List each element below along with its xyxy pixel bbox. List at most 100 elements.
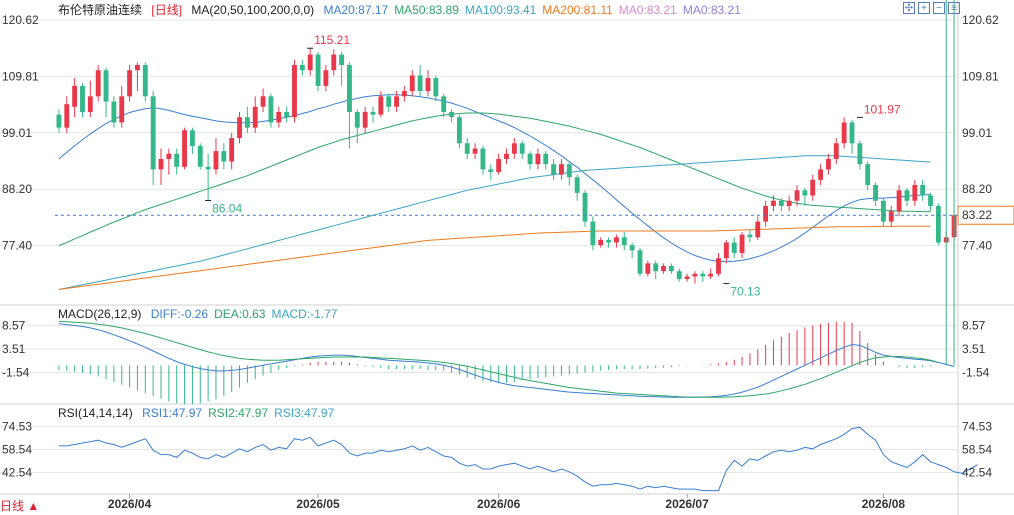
ma-legend-item-1: MA50:83.89 bbox=[394, 3, 459, 17]
rsi-legend-item-2: RSI3:47.97 bbox=[274, 406, 335, 420]
candle-body bbox=[739, 234, 745, 253]
candle-body bbox=[700, 273, 706, 277]
candle-body bbox=[252, 106, 258, 128]
rsi-line bbox=[58, 426, 978, 492]
candle-body bbox=[87, 96, 93, 112]
macd-diff-line bbox=[58, 323, 955, 398]
candle-body bbox=[386, 96, 392, 107]
candle-body bbox=[378, 96, 384, 115]
price-tick-left: 99.01 bbox=[2, 126, 32, 140]
candle-body bbox=[394, 96, 400, 107]
ma-legend-item-0: MA20:87.17 bbox=[323, 3, 389, 17]
candle-body bbox=[912, 185, 918, 201]
rsi-tick-left: 58.54 bbox=[2, 442, 32, 456]
price-tick-right: 109.81 bbox=[962, 69, 999, 83]
candle-body bbox=[873, 185, 878, 201]
candle-body bbox=[771, 200, 776, 206]
ma-legend-item-5: MA0:83.21 bbox=[682, 3, 741, 17]
macd-tick-right: -1.54 bbox=[962, 365, 990, 379]
crosshair-icon[interactable]: ✣ bbox=[903, 2, 915, 14]
candle-body bbox=[292, 64, 297, 118]
candle-body bbox=[794, 190, 800, 201]
period-switch-button[interactable]: 日线 ▲ bbox=[0, 499, 40, 513]
candle-body bbox=[205, 166, 211, 170]
price-tick-right: 99.01 bbox=[962, 126, 992, 140]
period-label[interactable]: [日线] bbox=[151, 3, 183, 17]
candle-body bbox=[504, 153, 509, 159]
candle-body bbox=[150, 96, 156, 170]
candle-body bbox=[331, 54, 337, 71]
candle-body bbox=[323, 70, 329, 86]
candle-body bbox=[488, 169, 494, 173]
candle-body bbox=[441, 96, 447, 112]
candle-body bbox=[928, 195, 933, 206]
macd-tick-right: 8.57 bbox=[962, 319, 986, 333]
candle-body bbox=[645, 263, 651, 274]
candle-body bbox=[661, 265, 666, 272]
candle-body bbox=[857, 143, 863, 165]
ma-legend-item-2: MA100:93.41 bbox=[464, 3, 537, 17]
candle-body bbox=[237, 117, 242, 139]
candle-body bbox=[566, 164, 572, 178]
candle-body bbox=[865, 164, 871, 186]
candle-body bbox=[723, 242, 729, 259]
x-tick-label: 2026/05 bbox=[296, 497, 340, 511]
price-tick-right: 88.20 bbox=[962, 182, 992, 196]
rsi-tick-left: 42.54 bbox=[2, 466, 32, 480]
main-legend: 布伦特原油连续 [日线] MA(20,50,100,200,0,0) MA20:… bbox=[58, 2, 753, 18]
candle-body bbox=[158, 158, 164, 170]
candle-body bbox=[354, 111, 360, 128]
candle-body bbox=[598, 239, 604, 246]
price-tick-right: 77.40 bbox=[962, 239, 992, 253]
candle-body bbox=[347, 64, 352, 112]
candle-body bbox=[637, 250, 643, 274]
candle-body bbox=[896, 190, 902, 212]
candle-body bbox=[755, 221, 761, 238]
zoom-in-icon[interactable]: + bbox=[918, 2, 930, 14]
price-panel: 83.22 115.21 101.97 70.13 86.04 bbox=[55, 33, 1014, 299]
candle-body bbox=[826, 158, 831, 170]
candle-body bbox=[818, 169, 824, 180]
candle-body bbox=[284, 111, 290, 118]
zoom-out-icon[interactable]: − bbox=[933, 2, 945, 14]
candle-body bbox=[935, 205, 941, 243]
candle-body bbox=[519, 143, 525, 154]
instrument-name: 布伦特原油连续 bbox=[58, 3, 143, 17]
candle-body bbox=[80, 85, 85, 112]
candle-body bbox=[802, 190, 808, 196]
candle-body bbox=[810, 179, 816, 196]
rsi-legend: RSI(14,14,14) RSI1:47.97 RSI2:47.97 RSI3:4… bbox=[58, 406, 346, 420]
price-tick-left: 120.62 bbox=[2, 13, 39, 27]
candle-body bbox=[339, 54, 345, 65]
candle-body bbox=[182, 130, 187, 167]
extreme-label: 115.21 bbox=[314, 33, 350, 47]
price-tick-left: 88.20 bbox=[2, 182, 32, 196]
candle-body bbox=[142, 64, 148, 97]
candle-body bbox=[260, 96, 266, 107]
candle-body bbox=[166, 153, 172, 159]
candle-body bbox=[708, 273, 714, 277]
candle-body bbox=[229, 138, 235, 162]
candle-body bbox=[778, 200, 784, 206]
candle-body bbox=[56, 114, 62, 128]
extreme-label: 101.97 bbox=[864, 102, 901, 116]
x-tick-label: 2026/04 bbox=[108, 497, 152, 511]
candle-body bbox=[244, 117, 250, 128]
candle-body bbox=[786, 200, 792, 206]
macd-legend-item-1: DEA:0.63 bbox=[214, 307, 266, 321]
candle-body bbox=[72, 85, 78, 107]
candle-body bbox=[197, 145, 203, 167]
candle-body bbox=[472, 148, 478, 154]
candle-body bbox=[747, 234, 753, 238]
menu-icon[interactable]: ≡ bbox=[948, 2, 960, 14]
macd-tick-right: 3.51 bbox=[962, 342, 986, 356]
extreme-label: 70.13 bbox=[730, 285, 760, 299]
candle-body bbox=[213, 151, 219, 170]
candle-body bbox=[307, 54, 313, 71]
rsi-panel bbox=[58, 426, 978, 492]
rsi-legend-item-1: RSI2:47.97 bbox=[208, 406, 269, 420]
candle-body bbox=[127, 70, 133, 97]
candle-body bbox=[268, 96, 274, 123]
